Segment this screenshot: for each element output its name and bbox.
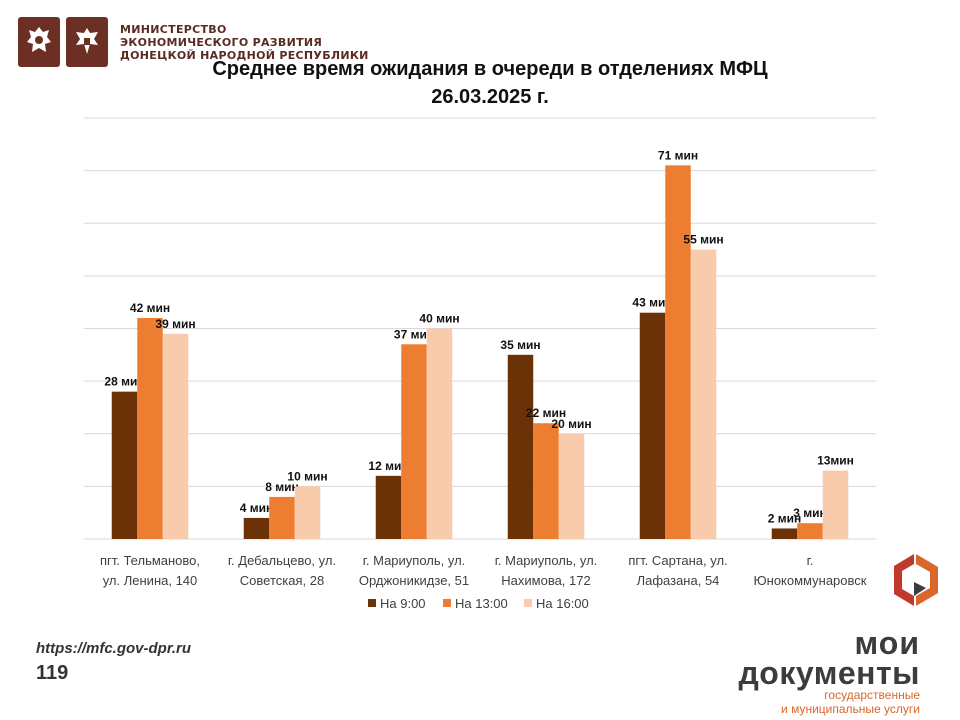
bar — [162, 333, 189, 539]
bar — [294, 486, 321, 539]
legend-label: На 9:00 — [380, 596, 426, 611]
bar — [558, 433, 585, 539]
website-url[interactable]: https://mfc.gov-dpr.ru — [36, 640, 191, 657]
data-label: 8 мин — [265, 480, 299, 494]
bar — [426, 328, 453, 539]
category-label: пгт. Сартана, ул. — [628, 553, 727, 568]
ministry-line-1: МИНИСТЕРСТВО — [120, 22, 227, 36]
bar — [243, 517, 270, 539]
data-label: 37 мин — [394, 327, 434, 341]
legend-label: На 13:00 — [455, 596, 508, 611]
eagle-emblem — [66, 17, 108, 67]
data-label: 3 мин — [793, 506, 827, 520]
data-label: 2 мин — [768, 511, 802, 525]
data-label: 10 мин — [287, 469, 327, 483]
legend-swatch — [368, 599, 376, 607]
data-label: 28 мин — [104, 375, 144, 389]
ministry-line-2: ЭКОНОМИЧЕСКОГО РАЗВИТИЯ — [120, 35, 323, 49]
ministry-line-3: ДОНЕЦКОЙ НАРОДНОЙ РЕСПУБЛИКИ — [120, 48, 369, 62]
legend-label: На 16:00 — [536, 596, 589, 611]
bar — [690, 249, 717, 539]
chart-title: Среднее время ожидания в очереди в отдел… — [212, 58, 768, 80]
category-label: г. Мариуполь, ул. — [495, 553, 598, 568]
brand-tagline-1: государственные — [824, 688, 920, 702]
category-label: ул. Ленина, 140 — [103, 573, 198, 588]
data-label: 55 мин — [683, 233, 723, 247]
bar — [533, 423, 559, 539]
data-label: 4 мин — [240, 501, 274, 515]
data-label: 13мин — [817, 454, 854, 468]
data-label: 43 мин — [632, 296, 672, 310]
category-label: Нахимова, 172 — [501, 573, 590, 588]
category-label: Советская, 28 — [240, 573, 324, 588]
bar — [771, 528, 798, 539]
moi-dokumenty-brand: мои документы государственные и муниципа… — [738, 625, 920, 716]
data-label: 40 мин — [419, 312, 459, 326]
legend-swatch — [443, 599, 451, 607]
bar — [269, 496, 295, 539]
chart-date: 26.03.2025 г. — [431, 86, 549, 108]
data-label: 71 мин — [658, 148, 698, 162]
legend-swatch — [524, 599, 532, 607]
hotline-number: 119 — [36, 662, 69, 684]
bar — [401, 344, 427, 539]
brand-tagline-2: и муниципальные услуги — [781, 702, 920, 716]
bar — [137, 317, 163, 539]
data-label: 12 мин — [368, 459, 408, 473]
category-label: г. Мариуполь, ул. — [363, 553, 466, 568]
data-label: 35 мин — [500, 338, 540, 352]
bar — [797, 523, 823, 539]
bar — [111, 391, 138, 539]
category-label: г. — [807, 553, 814, 568]
brand-word-dokumenty: документы — [738, 655, 920, 691]
data-label: 22 мин — [526, 406, 566, 420]
category-label: пгт. Тельманово, — [100, 553, 200, 568]
data-label: 20 мин — [551, 417, 591, 431]
bar — [375, 475, 402, 539]
category-label: Юнокоммунаровск — [754, 573, 867, 588]
bar — [822, 470, 849, 539]
data-label: 42 мин — [130, 301, 170, 315]
bar — [639, 312, 666, 539]
bar — [665, 165, 691, 540]
ministry-name: МИНИСТЕРСТВО ЭКОНОМИЧЕСКОГО РАЗВИТИЯ ДОН… — [120, 23, 369, 62]
brand-word-moi: мои — [854, 625, 920, 661]
bar — [507, 354, 534, 539]
data-label: 39 мин — [155, 317, 195, 331]
moi-dokumenty-logo-icon — [894, 554, 938, 606]
category-label: г. Дебальцево, ул. — [228, 553, 336, 568]
category-label: Лафазана, 54 — [637, 573, 720, 588]
header: МИНИСТЕРСТВО ЭКОНОМИЧЕСКОГО РАЗВИТИЯ ДОН… — [18, 16, 369, 68]
coat-of-arms-emblem — [18, 17, 60, 67]
category-label: Орджоникидзе, 51 — [359, 573, 469, 588]
